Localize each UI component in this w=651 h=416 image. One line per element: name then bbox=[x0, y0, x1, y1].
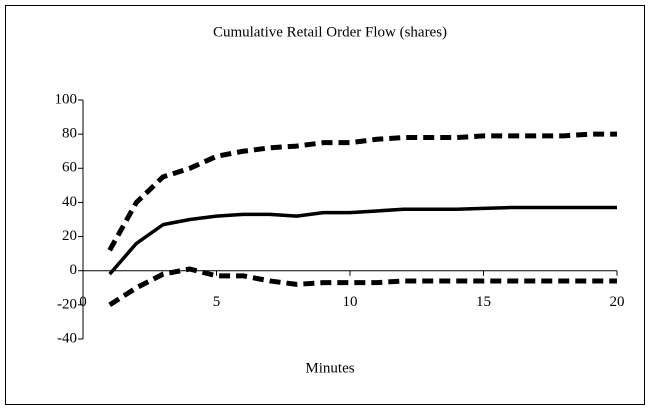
chart-frame bbox=[5, 5, 645, 405]
x-tick-label: 10 bbox=[343, 294, 358, 310]
series-line bbox=[108, 205, 617, 276]
y-tick-label: 40 bbox=[62, 194, 77, 210]
y-tick-label: 100 bbox=[55, 91, 78, 107]
y-tick-label: 80 bbox=[62, 126, 77, 142]
band-line bbox=[107, 131, 617, 252]
y-tick-label: 60 bbox=[62, 160, 77, 176]
band-line bbox=[108, 266, 617, 307]
chart-title: Cumulative Retail Order Flow (shares) bbox=[213, 24, 447, 40]
y-tick-label: 20 bbox=[62, 228, 77, 244]
y-tick-label: -40 bbox=[57, 330, 77, 346]
x-tick-label: 20 bbox=[610, 294, 625, 310]
x-tick-label: 5 bbox=[213, 294, 221, 310]
x-axis-label: Minutes bbox=[305, 360, 354, 376]
x-tick-label: 0 bbox=[79, 294, 87, 310]
x-tick-label: 15 bbox=[476, 294, 491, 310]
y-tick-label: -20 bbox=[57, 296, 77, 312]
y-tick-label: 0 bbox=[70, 262, 78, 278]
